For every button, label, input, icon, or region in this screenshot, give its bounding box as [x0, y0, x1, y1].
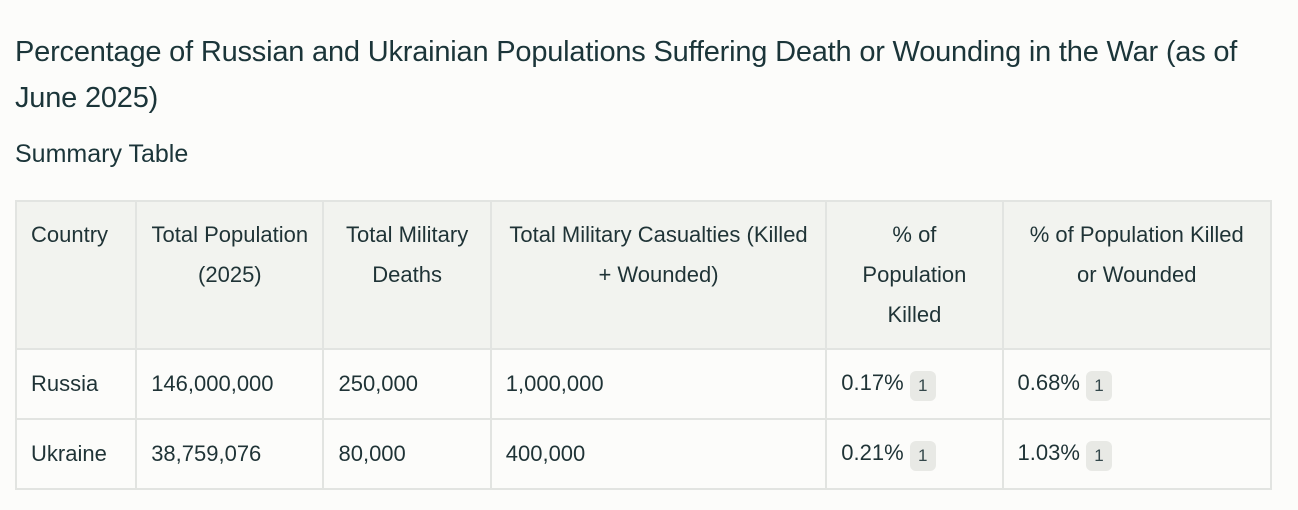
cell-casualties: 400,000 [489, 418, 828, 490]
citation-badge[interactable]: 1 [909, 371, 936, 401]
cell-pct-killed-wounded: 1.03% 1 [1001, 418, 1273, 490]
cell-population: 146,000,000 [135, 348, 325, 420]
cell-casualties: 1,000,000 [489, 348, 828, 420]
cell-pct-killed: 0.17% 1 [825, 348, 1004, 420]
header-total-military-casualties: Total Military Casualties (Killed + Woun… [489, 200, 828, 350]
table-header: Country Total Population (2025) Total Mi… [14, 200, 1273, 350]
cell-pct-killed: 0.21% 1 [825, 418, 1004, 490]
header-row: Country Total Population (2025) Total Mi… [14, 200, 1273, 350]
summary-table: Country Total Population (2025) Total Mi… [14, 200, 1273, 490]
pct-killed-wounded-value: 0.68% [1017, 369, 1080, 395]
header-total-population: Total Population (2025) [135, 200, 325, 350]
cell-population: 38,759,076 [135, 418, 325, 490]
header-pct-population-killed: % of Population Killed [825, 200, 1004, 350]
cell-country: Russia [14, 348, 138, 420]
cell-pct-killed-wounded: 0.68% 1 [1001, 348, 1273, 420]
cell-deaths: 80,000 [322, 418, 492, 490]
cell-country: Ukraine [14, 418, 138, 490]
pct-killed-wounded-value: 1.03% [1017, 439, 1080, 465]
section-title: Summary Table [15, 140, 189, 168]
page-title: Percentage of Russian and Ukrainian Popu… [15, 36, 1238, 114]
citation-badge[interactable]: 1 [909, 441, 936, 471]
header-total-military-deaths: Total Military Deaths [322, 200, 492, 350]
citation-badge[interactable]: 1 [1085, 371, 1112, 401]
citation-badge[interactable]: 1 [1085, 441, 1112, 471]
pct-killed-value: 0.17% [841, 369, 904, 395]
table-body: Russia 146,000,000 250,000 1,000,000 0.1… [14, 348, 1273, 490]
pct-killed-value: 0.21% [841, 439, 904, 465]
table-row: Russia 146,000,000 250,000 1,000,000 0.1… [14, 348, 1273, 420]
header-pct-population-killed-or-wounded: % of Population Killed or Wounded [1001, 200, 1273, 350]
header-country: Country [14, 200, 138, 350]
cell-deaths: 250,000 [322, 348, 492, 420]
table-row: Ukraine 38,759,076 80,000 400,000 0.21% 1… [14, 418, 1273, 490]
